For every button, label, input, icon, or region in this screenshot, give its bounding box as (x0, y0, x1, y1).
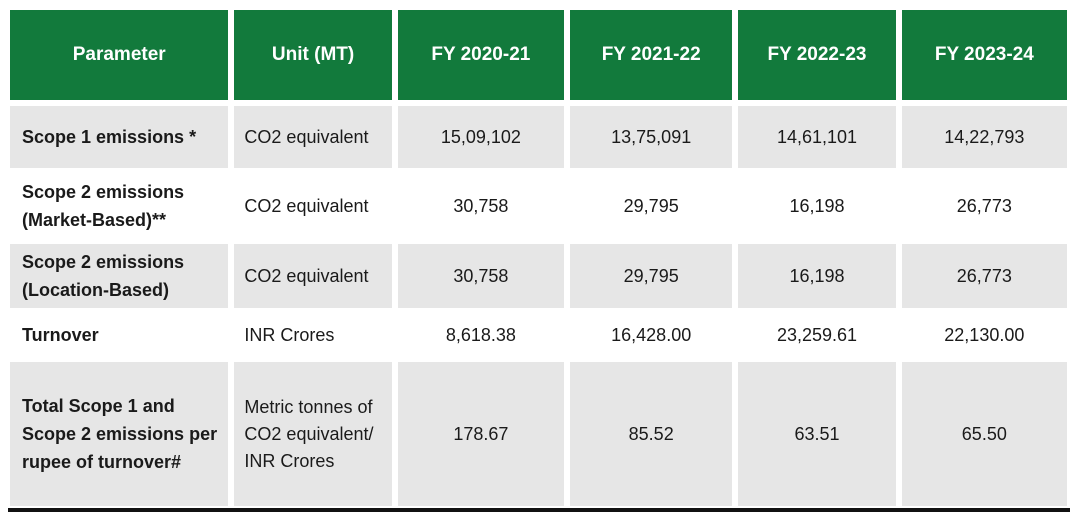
row-value: 13,75,091 (570, 106, 733, 168)
row-value: 178.67 (397, 362, 565, 506)
row-parameter: Scope 1 emissions * (10, 106, 229, 168)
row-value: 14,22,793 (901, 106, 1067, 168)
row-unit: CO2 equivalent (234, 244, 392, 308)
bottom-rule (8, 508, 1070, 512)
row-value: 30,758 (397, 174, 565, 238)
row-value: 29,795 (570, 174, 733, 238)
row-value: 63.51 (738, 362, 896, 506)
header-fy-2023-24: FY 2023-24 (901, 10, 1067, 100)
row-value: 14,61,101 (738, 106, 896, 168)
table-row: Scope 2 emissions (Market-Based)** CO2 e… (10, 174, 1067, 238)
row-value: 15,09,102 (397, 106, 565, 168)
header-fy-2022-23: FY 2022-23 (738, 10, 896, 100)
table-row: Total Scope 1 and Scope 2 emissions per … (10, 362, 1067, 506)
row-unit: CO2 equivalent (234, 174, 392, 238)
row-parameter: Scope 2 emissions (Location-Based) (10, 244, 229, 308)
row-value: 85.52 (570, 362, 733, 506)
row-unit: CO2 equivalent (234, 106, 392, 168)
row-value: 16,198 (738, 244, 896, 308)
row-value: 26,773 (901, 174, 1067, 238)
emissions-table: Parameter Unit (MT) FY 2020-21 FY 2021-2… (4, 4, 1073, 512)
row-parameter: Total Scope 1 and Scope 2 emissions per … (10, 362, 229, 506)
row-value: 30,758 (397, 244, 565, 308)
row-value: 16,198 (738, 174, 896, 238)
row-parameter: Scope 2 emissions (Market-Based)** (10, 174, 229, 238)
header-parameter: Parameter (10, 10, 229, 100)
table-row: Turnover INR Crores 8,618.38 16,428.00 2… (10, 314, 1067, 356)
table-row: Scope 2 emissions (Location-Based) CO2 e… (10, 244, 1067, 308)
row-value: 29,795 (570, 244, 733, 308)
row-unit: INR Crores (234, 314, 392, 356)
row-value: 8,618.38 (397, 314, 565, 356)
row-unit: Metric tonnes of CO2 equivalent/ INR Cro… (234, 362, 392, 506)
row-value: 23,259.61 (738, 314, 896, 356)
row-value: 26,773 (901, 244, 1067, 308)
table-row: Scope 1 emissions * CO2 equivalent 15,09… (10, 106, 1067, 168)
row-value: 65.50 (901, 362, 1067, 506)
header-row: Parameter Unit (MT) FY 2020-21 FY 2021-2… (10, 10, 1067, 100)
header-fy-2021-22: FY 2021-22 (570, 10, 733, 100)
header-unit: Unit (MT) (234, 10, 392, 100)
row-value: 16,428.00 (570, 314, 733, 356)
header-fy-2020-21: FY 2020-21 (397, 10, 565, 100)
row-parameter: Turnover (10, 314, 229, 356)
row-value: 22,130.00 (901, 314, 1067, 356)
